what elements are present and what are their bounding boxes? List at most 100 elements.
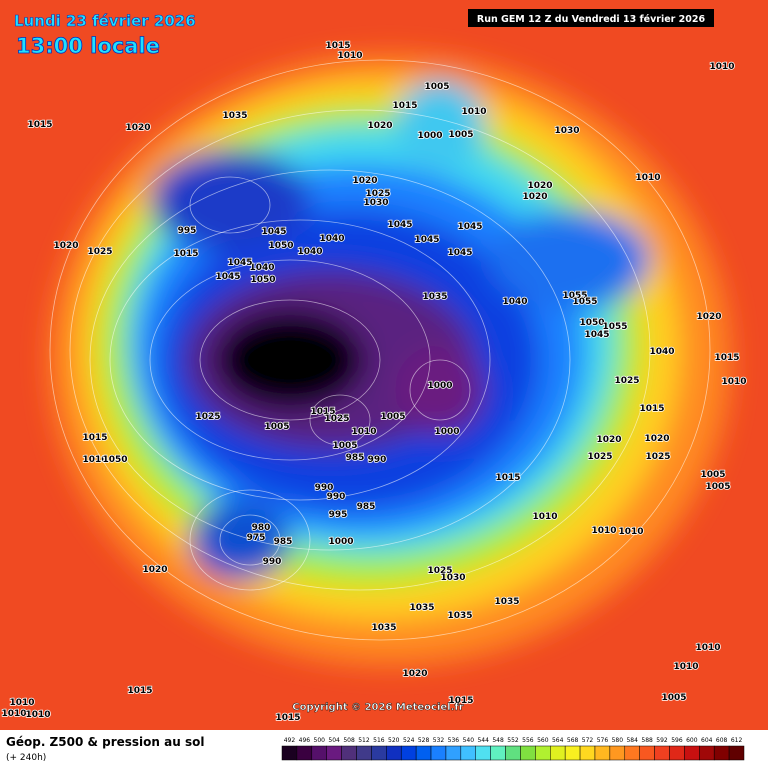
isobar-label: 1005 <box>661 693 686 703</box>
legend-tick-label: 512 <box>358 737 370 744</box>
isobar-label: 1020 <box>596 435 621 445</box>
legend-swatch <box>520 745 536 761</box>
isobar-label: 1010 <box>351 427 376 437</box>
isobar-label: 1000 <box>328 537 353 547</box>
legend-swatch <box>326 745 342 761</box>
isobars <box>49 59 711 641</box>
isobar-line <box>219 514 281 566</box>
isobar-label: 1030 <box>554 126 579 136</box>
isobar-label: 1015 <box>310 407 335 417</box>
legend-swatch <box>356 745 372 761</box>
footer-subtitle: (+ 240h) <box>6 753 46 763</box>
legend-tick-label: 568 <box>567 737 579 744</box>
isobar-label: 990 <box>263 557 282 567</box>
isobar-label: 1020 <box>696 312 721 322</box>
legend-tick-label: 580 <box>612 737 624 744</box>
legend-swatch <box>386 745 402 761</box>
isobar-label: 1010 <box>532 512 557 522</box>
legend-tick-label: 540 <box>463 737 475 744</box>
legend-swatch <box>684 745 700 761</box>
isobar-label: 1055 <box>562 291 587 301</box>
isobar-label: 1035 <box>447 611 472 621</box>
legend-swatch <box>311 745 327 761</box>
isobar-line <box>189 489 311 591</box>
isobar-label: 1045 <box>261 227 286 237</box>
legend-tick-label: 520 <box>388 737 400 744</box>
isobar-label: 1045 <box>387 220 412 230</box>
isobar-label: 1005 <box>448 130 473 140</box>
isobar-label: 1050 <box>268 241 293 251</box>
isobar-label: 1020 <box>402 669 427 679</box>
field-blob <box>395 345 485 435</box>
legend-swatch <box>564 745 581 761</box>
isobar-label: 1020 <box>142 565 167 575</box>
isobar-line <box>189 176 271 234</box>
geopotential-field <box>50 55 730 665</box>
legend-swatch <box>624 745 640 761</box>
isobar-label: 1030 <box>440 573 465 583</box>
isobar-label: 1035 <box>409 603 434 613</box>
legend-swatch <box>669 745 685 761</box>
isobar-label: 1005 <box>264 422 289 432</box>
legend-tick-label: 516 <box>373 737 385 744</box>
isobar-label: 1040 <box>502 297 527 307</box>
isobar-label: 1015 <box>392 101 417 111</box>
run-box <box>468 9 714 27</box>
isobar-label: 1035 <box>222 111 247 121</box>
legend-swatch <box>281 745 298 761</box>
legend-swatch <box>400 745 417 761</box>
legend-tick-label: 596 <box>671 737 683 744</box>
isobar-label: 1045 <box>584 330 609 340</box>
isobar-label: 1005 <box>380 412 405 422</box>
legend-tick-label: 500 <box>314 737 326 744</box>
isobar-label: 1000 <box>417 131 442 141</box>
legend-swatch <box>460 745 476 761</box>
legend-tick-label: 508 <box>343 737 355 744</box>
legend-tick-label: 544 <box>477 737 489 744</box>
isobar-label: 1050 <box>102 455 127 465</box>
isobar-label: 1010 <box>25 710 50 720</box>
isobar-label: 1005 <box>424 82 449 92</box>
legend-tick-label: 552 <box>507 737 519 744</box>
isobar-label: 1020 <box>125 123 150 133</box>
isobar-label: 1015 <box>275 713 300 723</box>
isobar-label: 995 <box>329 510 348 520</box>
isobar-label: 1035 <box>494 597 519 607</box>
isobar-line <box>309 394 371 446</box>
legend-tick-label: 504 <box>328 737 340 744</box>
legend-swatch <box>594 745 611 761</box>
footer-title: Géop. Z500 & pression au sol <box>6 735 204 749</box>
isobar-label: 1025 <box>645 452 670 462</box>
legend-swatch <box>713 745 730 761</box>
isobar-line <box>89 169 571 551</box>
isobar-label: 985 <box>274 537 293 547</box>
legend-tick-label: 572 <box>582 737 594 744</box>
copyright: Copyright © 2026 Meteociel.fr <box>292 702 463 713</box>
legend-swatch <box>579 745 596 761</box>
isobar-label: 980 <box>252 523 271 533</box>
field-blob <box>190 500 290 580</box>
isobar-label: 990 <box>315 483 334 493</box>
legend-swatch <box>550 745 566 761</box>
isobar-label: 1010 <box>721 377 746 387</box>
isobar-label: 1010 <box>695 643 720 653</box>
legend-tick-label: 612 <box>731 737 743 744</box>
run-label: Run GEM 12 Z du Vendredi 13 février 2026 <box>477 14 706 25</box>
legend-tick-label: 556 <box>522 737 534 744</box>
legend-tick-label: 564 <box>552 737 564 744</box>
isobar-label: 1020 <box>522 192 547 202</box>
legend-tick-label: 536 <box>448 737 460 744</box>
field-blob <box>150 150 310 250</box>
isobar-line <box>109 219 491 501</box>
isobar-label: 1025 <box>324 414 349 424</box>
isobar-label: 1015 <box>325 41 350 51</box>
legend-tick-label: 496 <box>299 737 311 744</box>
isobar-label: 1040 <box>297 247 322 257</box>
legend-swatch <box>475 745 491 761</box>
isobar-label: 1025 <box>587 452 612 462</box>
isobar-label: 1050 <box>250 275 275 285</box>
isobar-label: 995 <box>178 226 197 236</box>
isobar-label: 1020 <box>527 181 552 191</box>
isobar-label: 1010 <box>635 173 660 183</box>
